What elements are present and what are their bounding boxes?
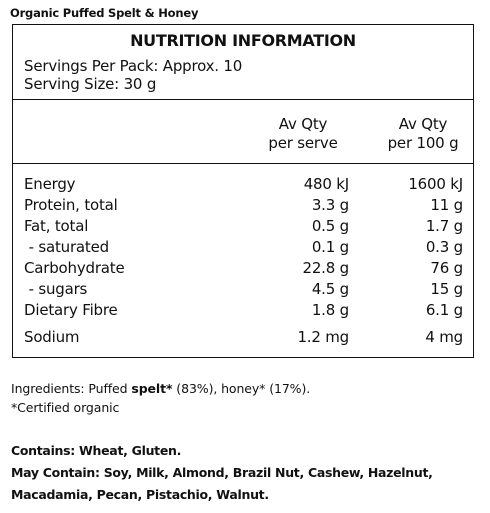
servings-per-pack: Servings Per Pack: Approx. 10 bbox=[24, 57, 243, 75]
nutrient-per-100g: 0.3 g bbox=[425, 238, 463, 256]
nutrient-name: - saturated bbox=[24, 238, 110, 256]
nutrient-name: Fat, total bbox=[24, 217, 89, 235]
nutrient-row: Energy 480 kJ 1600 kJ bbox=[13, 175, 473, 196]
nutrient-per-100g: 6.1 g bbox=[425, 301, 463, 319]
nutrient-per-100g: 1600 kJ bbox=[408, 175, 463, 193]
col-header-per-100g-line2: per 100 g bbox=[387, 134, 459, 152]
nutrient-per-100g: 4 mg bbox=[425, 328, 463, 346]
nutrient-per-100g: 1.7 g bbox=[425, 217, 463, 235]
col-header-per-100g-line1: Av Qty bbox=[398, 115, 448, 133]
nutrient-name: Sodium bbox=[24, 328, 80, 346]
ingredients-suffix: (83%), honey* (17%). bbox=[172, 381, 311, 396]
nutrient-name: Dietary Fibre bbox=[24, 301, 118, 319]
divider-mid bbox=[13, 163, 473, 164]
nutrient-row: Carbohydrate 22.8 g 76 g bbox=[13, 259, 473, 280]
nutrient-row: - saturated 0.1 g 0.3 g bbox=[13, 238, 473, 259]
nutrient-per-100g: 15 g bbox=[430, 280, 463, 298]
allergen-may-contain-line1: May Contain: Soy, Milk, Almond, Brazil N… bbox=[11, 465, 433, 480]
nutrient-per-serve: 4.5 g bbox=[311, 280, 349, 298]
nutrient-per-serve: 22.8 g bbox=[302, 259, 350, 277]
nutrient-per-100g: 11 g bbox=[430, 196, 463, 214]
nutrient-name: Energy bbox=[24, 175, 76, 193]
nutrition-panel: NUTRITION INFORMATION Servings Per Pack:… bbox=[12, 24, 474, 358]
nutrient-per-serve: 3.3 g bbox=[311, 196, 349, 214]
serving-size: Serving Size: 30 g bbox=[24, 75, 157, 93]
nutrient-per-serve: 480 kJ bbox=[303, 175, 350, 193]
product-title: Organic Puffed Spelt & Honey bbox=[10, 6, 199, 20]
nutrient-row: Dietary Fibre 1.8 g 6.1 g bbox=[13, 301, 473, 322]
nutrient-per-serve: 1.8 g bbox=[311, 301, 349, 319]
allergen-may-contain-line2: Macadamia, Pecan, Pistachio, Walnut. bbox=[11, 487, 269, 502]
divider-top bbox=[13, 99, 473, 100]
nutrient-per-serve: 1.2 mg bbox=[297, 328, 349, 346]
nutrient-row: Protein, total 3.3 g 11 g bbox=[13, 196, 473, 217]
ingredients-line: Ingredients: Puffed spelt* (83%), honey*… bbox=[11, 381, 310, 396]
nutrient-row-sodium: Sodium 1.2 mg 4 mg bbox=[13, 328, 473, 349]
col-header-per-100g: Av Qty per 100 g bbox=[368, 115, 478, 153]
nutrient-name: Carbohydrate bbox=[24, 259, 125, 277]
allergen-contains: Contains: Wheat, Gluten. bbox=[11, 443, 182, 458]
col-header-per-serve-line1: Av Qty bbox=[278, 115, 328, 133]
nutrition-heading: NUTRITION INFORMATION bbox=[130, 31, 356, 50]
nutrient-row: Fat, total 0.5 g 1.7 g bbox=[13, 217, 473, 238]
nutrient-name: - sugars bbox=[24, 280, 88, 298]
nutrient-row: - sugars 4.5 g 15 g bbox=[13, 280, 473, 301]
nutrient-name: Protein, total bbox=[24, 196, 118, 214]
certified-organic-note: *Certified organic bbox=[11, 400, 120, 415]
nutrient-per-serve: 0.1 g bbox=[311, 238, 349, 256]
col-header-per-serve-line2: per serve bbox=[268, 134, 338, 152]
ingredients-prefix: Ingredients: Puffed bbox=[11, 381, 132, 396]
col-header-per-serve: Av Qty per serve bbox=[248, 115, 358, 153]
nutrient-per-100g: 76 g bbox=[430, 259, 463, 277]
ingredients-bold-word: spelt* bbox=[131, 381, 173, 396]
nutrient-per-serve: 0.5 g bbox=[311, 217, 349, 235]
